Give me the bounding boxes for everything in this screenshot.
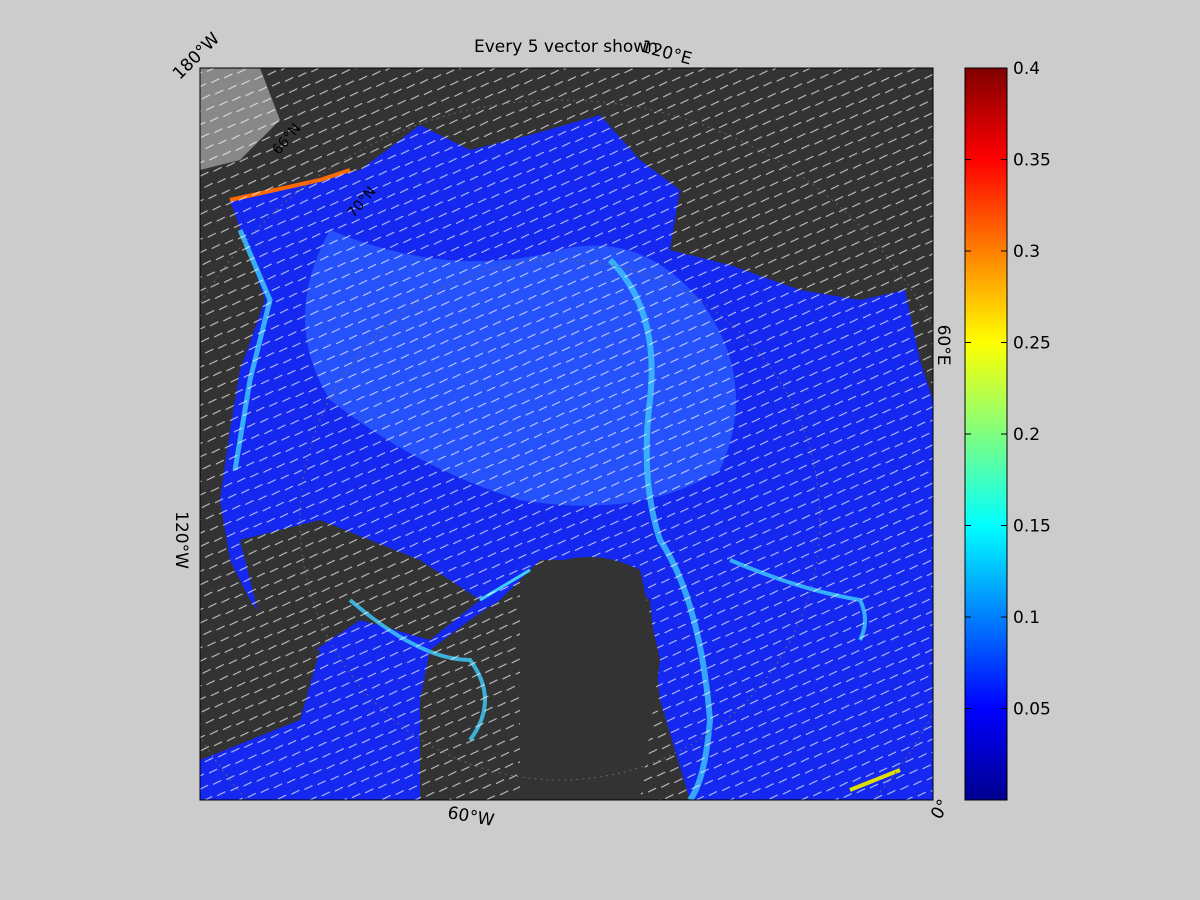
graticule (299, 259, 821, 781)
colorbar-tick-label: 0.2 (1013, 425, 1040, 445)
map-title: Every 5 vector shown (474, 37, 658, 57)
colorbar-tick-label: 0.25 (1013, 334, 1051, 354)
lon-label: 120°W (171, 511, 191, 569)
colorbar-tick-label: 0.05 (1013, 700, 1051, 720)
lon-label: 120°E (639, 37, 694, 70)
colorbar-tick-label: 0.15 (1013, 517, 1051, 537)
colorbar-tick-label: 0.35 (1013, 151, 1051, 171)
colorbar-tick-label: 0.3 (1013, 242, 1040, 262)
colorbar-tick-label: 0.1 (1013, 608, 1040, 628)
greenland-cover (520, 557, 660, 800)
colorbar-tick-label: 0.4 (1013, 59, 1040, 79)
axes-frame (199, 67, 934, 801)
colorbar (964, 67, 1008, 801)
lon-label: 60°E (933, 325, 953, 366)
lon-label: 60°W (446, 803, 496, 831)
map (200, 68, 933, 800)
